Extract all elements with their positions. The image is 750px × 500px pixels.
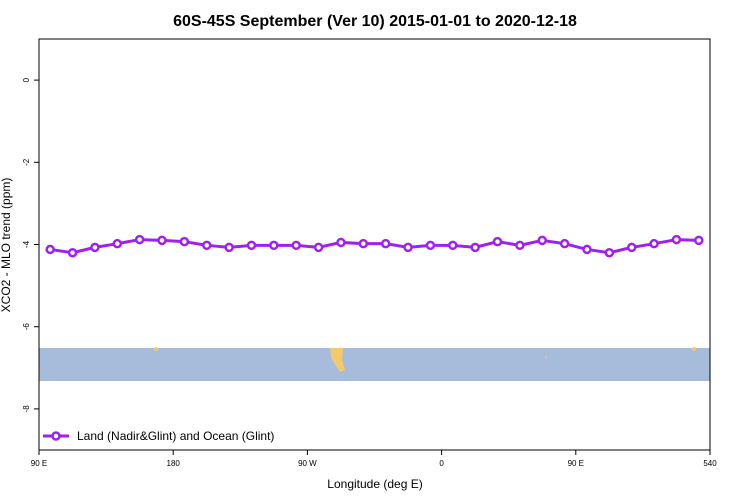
y-tick-label: -4 [22, 240, 31, 248]
x-tick-label: 0 [439, 459, 444, 468]
data-point [559, 238, 570, 249]
data-point [671, 234, 682, 245]
data-point [179, 236, 190, 247]
data-point [67, 247, 78, 258]
data-point [694, 235, 704, 246]
ocean-band [39, 348, 710, 381]
data-point [134, 234, 145, 245]
land-patch [330, 348, 345, 372]
data-point [45, 244, 55, 255]
data-point [313, 242, 324, 253]
x-tick-label: 90 E [568, 459, 584, 468]
x-tick-label: 540 [703, 459, 717, 468]
data-point [582, 244, 592, 255]
data-line [49, 238, 699, 255]
data-point [224, 242, 234, 253]
data-point [269, 240, 279, 251]
data-point [202, 240, 212, 251]
data-point [515, 240, 525, 251]
y-tick-label: -6 [22, 323, 31, 331]
data-point [448, 240, 458, 251]
chart-title: 60S-45S September (Ver 10) 2015-01-01 to… [173, 13, 577, 30]
data-point [157, 235, 167, 246]
data-point [90, 242, 100, 253]
x-tick-label: 90 E [31, 459, 47, 468]
land-patch [154, 347, 158, 351]
x-tick-label: 180 [167, 459, 181, 468]
data-point [336, 237, 346, 248]
data-point [425, 240, 436, 251]
land-patch [692, 347, 696, 351]
data-point [112, 238, 123, 249]
data-point [403, 242, 413, 253]
data-point [492, 236, 503, 247]
data-point [291, 240, 301, 251]
legend-marker [51, 431, 61, 441]
data-point [626, 242, 637, 253]
x-axis-label: Longitude (deg E) [327, 477, 422, 491]
data-point [649, 238, 659, 249]
data-point [246, 240, 257, 251]
map-background [39, 347, 710, 381]
data-point [470, 242, 480, 253]
legend-label: Land (Nadir&Glint) and Ocean (Glint) [77, 429, 274, 443]
x-tick-label: 90 W [298, 459, 317, 468]
y-tick-label: -8 [22, 405, 31, 413]
y-axis-label: XCO2 - MLO trend (ppm) [0, 178, 13, 313]
data-point [537, 235, 547, 246]
y-tick-label: 0 [22, 77, 31, 82]
land-patch [545, 356, 547, 358]
data-point [380, 238, 391, 249]
data-point [604, 247, 615, 258]
y-tick-label: -2 [22, 158, 31, 166]
data-point [358, 238, 369, 249]
